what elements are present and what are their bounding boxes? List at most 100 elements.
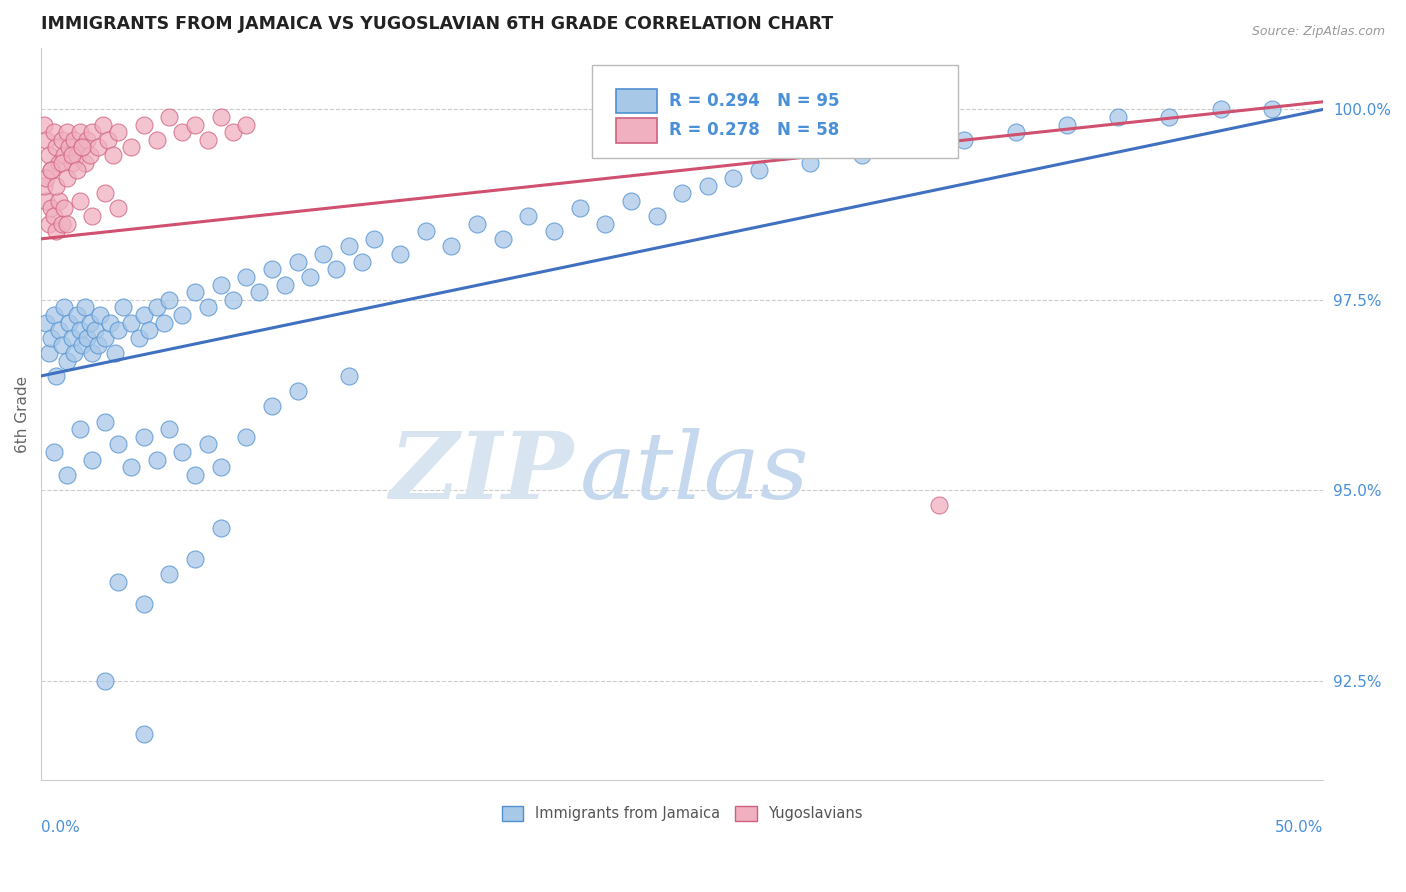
Point xyxy=(76,331,98,345)
Point xyxy=(440,239,463,253)
Point xyxy=(60,148,83,162)
Point xyxy=(209,277,232,292)
Point xyxy=(42,308,65,322)
Point xyxy=(82,209,104,223)
Point xyxy=(66,148,89,162)
Point xyxy=(132,598,155,612)
Point xyxy=(63,133,86,147)
Point xyxy=(543,224,565,238)
Point xyxy=(38,148,60,162)
Point xyxy=(69,323,91,337)
Point xyxy=(60,331,83,345)
Point xyxy=(70,140,93,154)
Point xyxy=(1261,103,1284,117)
Point xyxy=(107,574,129,589)
Point xyxy=(299,269,322,284)
Point xyxy=(112,301,135,315)
Point xyxy=(274,277,297,292)
Point xyxy=(79,316,101,330)
Point xyxy=(120,140,142,154)
Point xyxy=(41,163,63,178)
Point xyxy=(48,194,70,208)
Point xyxy=(58,140,80,154)
Point xyxy=(63,346,86,360)
Point xyxy=(35,194,58,208)
Point xyxy=(325,262,347,277)
Point xyxy=(132,308,155,322)
Point xyxy=(107,437,129,451)
Point xyxy=(32,118,55,132)
Point xyxy=(60,155,83,169)
Point xyxy=(35,170,58,185)
Point xyxy=(132,118,155,132)
Point xyxy=(70,140,93,154)
Point xyxy=(66,163,89,178)
Point xyxy=(723,170,745,185)
Point xyxy=(363,232,385,246)
Point xyxy=(55,217,77,231)
Text: atlas: atlas xyxy=(579,427,808,517)
Point xyxy=(94,331,117,345)
Point xyxy=(235,430,257,444)
Point xyxy=(145,452,167,467)
Point xyxy=(260,400,283,414)
Point xyxy=(45,368,67,383)
Point xyxy=(86,338,108,352)
Point xyxy=(696,178,718,193)
Text: ZIP: ZIP xyxy=(389,427,574,517)
Point xyxy=(120,316,142,330)
Point xyxy=(128,331,150,345)
Point xyxy=(38,217,60,231)
Point xyxy=(337,239,360,253)
Point xyxy=(157,566,180,581)
Text: 50.0%: 50.0% xyxy=(1275,820,1323,835)
Text: IMMIGRANTS FROM JAMAICA VS YUGOSLAVIAN 6TH GRADE CORRELATION CHART: IMMIGRANTS FROM JAMAICA VS YUGOSLAVIAN 6… xyxy=(41,15,834,33)
Point xyxy=(184,467,207,482)
Point xyxy=(350,254,373,268)
Point xyxy=(197,437,219,451)
Point xyxy=(51,155,73,169)
Point xyxy=(1209,103,1232,117)
Point xyxy=(51,133,73,147)
Point xyxy=(172,308,194,322)
Point xyxy=(55,170,77,185)
Point xyxy=(209,521,232,535)
Point xyxy=(235,118,257,132)
Point xyxy=(197,133,219,147)
FancyBboxPatch shape xyxy=(592,64,957,158)
Point xyxy=(45,224,67,238)
Point xyxy=(389,247,412,261)
Point xyxy=(53,202,76,216)
Point xyxy=(184,118,207,132)
Point xyxy=(89,308,111,322)
Point xyxy=(51,217,73,231)
Point xyxy=(94,673,117,688)
Point xyxy=(1107,110,1129,124)
Point xyxy=(41,163,63,178)
Point xyxy=(97,133,120,147)
Point xyxy=(157,110,180,124)
Point xyxy=(222,293,245,307)
Point xyxy=(94,186,117,201)
Point xyxy=(492,232,515,246)
Point xyxy=(42,125,65,139)
Point xyxy=(620,194,643,208)
Point xyxy=(69,422,91,436)
Point xyxy=(82,346,104,360)
Point xyxy=(1159,110,1181,124)
Point xyxy=(953,133,976,147)
Point xyxy=(645,209,668,223)
Point xyxy=(82,452,104,467)
Point xyxy=(70,338,93,352)
Point xyxy=(91,118,114,132)
Point xyxy=(312,247,335,261)
Point xyxy=(132,430,155,444)
Point xyxy=(153,316,176,330)
Point xyxy=(73,301,96,315)
Point xyxy=(568,202,591,216)
Point xyxy=(337,368,360,383)
Point xyxy=(260,262,283,277)
Text: R = 0.278   N = 58: R = 0.278 N = 58 xyxy=(669,121,839,139)
Point xyxy=(209,110,232,124)
Point xyxy=(748,163,770,178)
